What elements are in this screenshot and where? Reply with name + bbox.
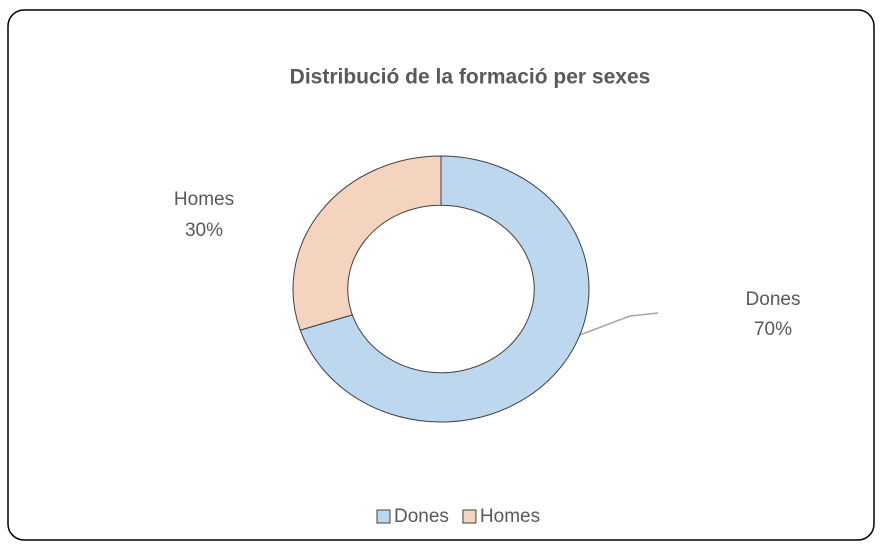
chart-frame [7,9,875,541]
donut-slice [299,155,590,423]
chart-title: Distribució de la formació per sexes [290,66,651,89]
legend-label: Homes [480,506,540,527]
legend-swatch [376,509,391,524]
legend-swatch [462,509,477,524]
data-label-value: 70% [754,319,792,340]
data-label-name: Homes [174,189,234,210]
data-label-name: Dones [746,289,801,310]
legend-label: Dones [394,506,449,527]
data-label-value: 30% [185,220,223,241]
donut-slice [292,155,442,331]
